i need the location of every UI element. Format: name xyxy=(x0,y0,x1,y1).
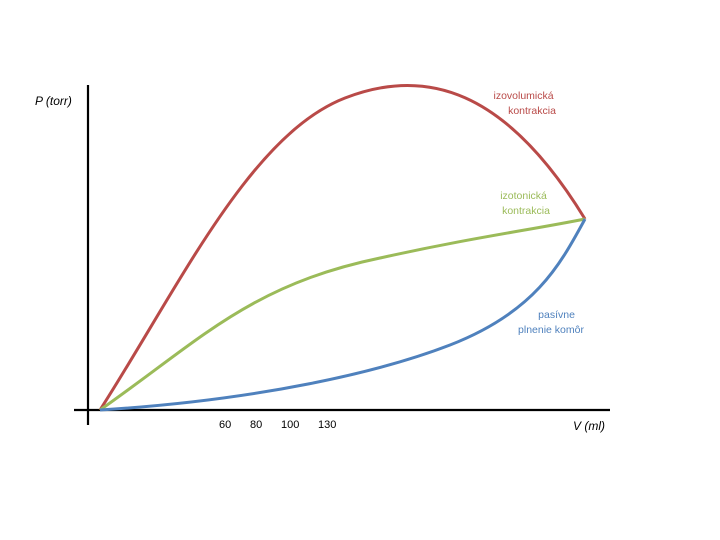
tick-label: 80 xyxy=(250,419,262,431)
y-axis-label: P (torr) xyxy=(35,94,72,108)
isovolumic-contraction-label: izovolumická kontrakcia xyxy=(493,90,556,117)
isovolumic-label-line: kontrakcia xyxy=(508,105,556,117)
passive-filling-label: pasívne plnenie komôr xyxy=(518,309,584,336)
x-axis-label: V (ml) xyxy=(573,419,605,433)
passive-filling-curve xyxy=(99,218,587,412)
tick-label: 60 xyxy=(219,419,231,431)
isovolumic-contraction-curve xyxy=(98,83,587,411)
tick-label: 130 xyxy=(318,419,336,431)
passive-label-line: pasívne xyxy=(538,309,575,321)
isotonic-label-line: izotonická xyxy=(500,190,547,202)
isotonic-contraction-label: izotonická kontrakcia xyxy=(500,190,550,217)
passive-label-line: plnenie komôr xyxy=(518,324,584,336)
isovolumic-label-line: izovolumická xyxy=(493,90,553,102)
tick-label: 100 xyxy=(281,419,299,431)
isotonic-label-line: kontrakcia xyxy=(502,205,550,217)
isotonic-contraction-curve xyxy=(99,217,586,412)
